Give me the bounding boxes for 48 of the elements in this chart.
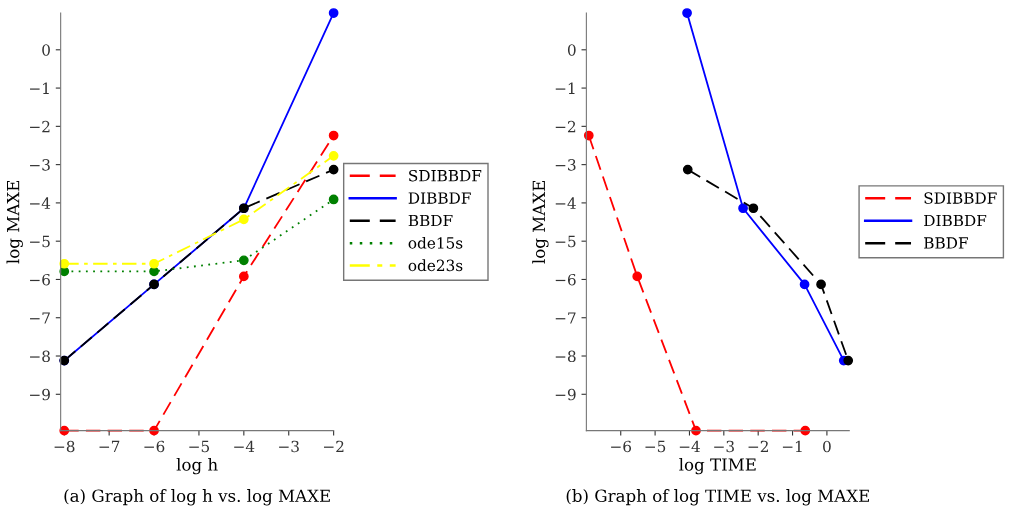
y-tick-label: −8 — [555, 350, 576, 363]
x-tick-label: −7 — [99, 440, 120, 452]
legend-label: SDIBBDF — [409, 169, 482, 182]
y-tick-label: −1 — [555, 82, 575, 94]
y-tick-label: −9 — [555, 388, 576, 401]
x-tick-label: −5 — [645, 440, 666, 453]
y-tick-label: −8 — [30, 350, 50, 363]
x-axis-title: log TIME — [679, 457, 756, 475]
y-axis-title: log MAXE — [6, 180, 23, 264]
x-tick-label: 0 — [823, 440, 831, 453]
legend-label: ode23s — [408, 259, 463, 272]
y-tick-label: −2 — [30, 120, 50, 133]
legend-label: DIBBDF — [924, 214, 987, 227]
x-axis-title: log h — [176, 457, 218, 475]
text: (b) Graph of log TIME vs. log MAXE — [566, 489, 869, 506]
x-tick-label: −6 — [144, 440, 165, 453]
y-tick-label: −7 — [555, 312, 576, 324]
x-tick-label: −1 — [782, 440, 802, 452]
y-tick-label: −2 — [555, 120, 576, 133]
x-tick-label: −2 — [748, 440, 768, 452]
y-tick-label: −1 — [30, 82, 49, 94]
y-tick-label: −6 — [30, 273, 50, 286]
y-tick-label: −7 — [30, 312, 50, 324]
y-tick-label: 0 — [567, 44, 576, 56]
legend-label: BBDF — [408, 214, 453, 227]
y-tick-label: −4 — [555, 197, 576, 209]
x-tick-label: −3 — [714, 440, 734, 453]
y-tick-label: −5 — [555, 235, 576, 248]
y-axis-title: log MAXE — [532, 180, 549, 264]
legend-label: ode15s — [408, 236, 463, 249]
x-tick-label: −6 — [611, 440, 632, 453]
y-tick-label: −5 — [30, 235, 50, 248]
y-tick-label: −3 — [30, 159, 50, 171]
legend-label: DIBBDF — [408, 192, 471, 204]
legend-label: SDIBBDF — [924, 192, 997, 204]
x-tick-label: −8 — [54, 440, 75, 453]
y-tick-label: 0 — [42, 44, 50, 56]
legend-label: BBDF — [924, 237, 968, 249]
x-tick-label: −4 — [679, 440, 700, 452]
y-tick-label: −9 — [30, 388, 50, 401]
x-tick-label: −2 — [323, 440, 344, 452]
y-tick-label: −6 — [555, 273, 576, 286]
x-tick-label: −3 — [279, 440, 299, 453]
x-tick-label: −4 — [234, 440, 255, 452]
y-tick-label: −4 — [30, 197, 51, 209]
x-tick-label: −5 — [189, 440, 210, 453]
text: (a) Graph of log h vs. log MAXE — [64, 489, 330, 506]
y-tick-label: −3 — [555, 159, 576, 171]
